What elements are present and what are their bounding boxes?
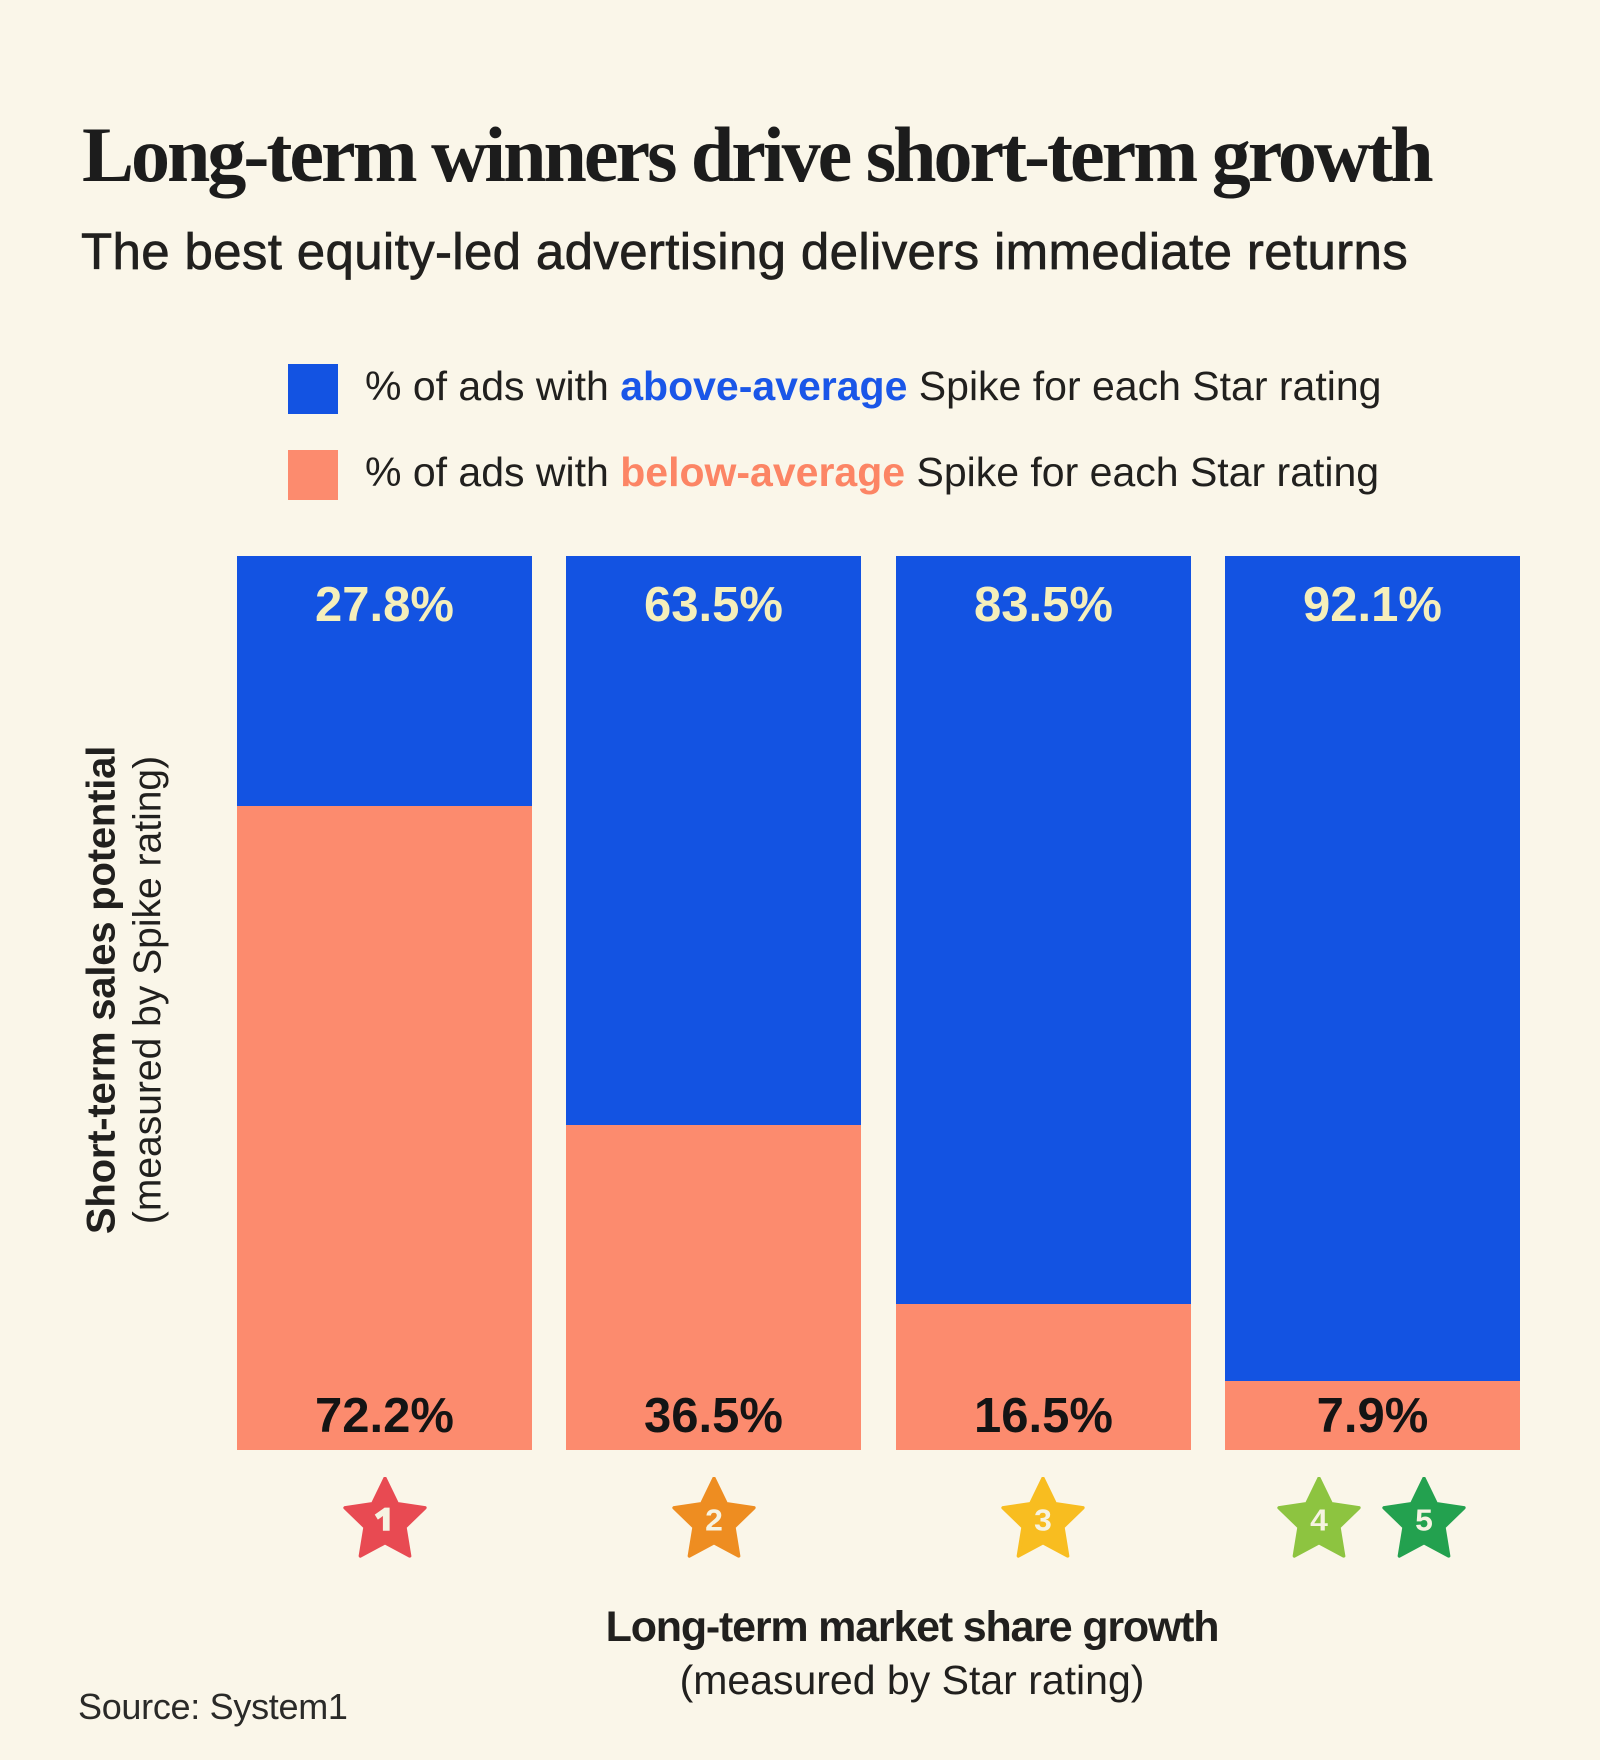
svg-text:2: 2: [705, 1502, 723, 1538]
svg-text:5: 5: [1415, 1502, 1433, 1538]
svg-text:3: 3: [1034, 1502, 1052, 1538]
svg-text:4: 4: [1310, 1502, 1328, 1538]
